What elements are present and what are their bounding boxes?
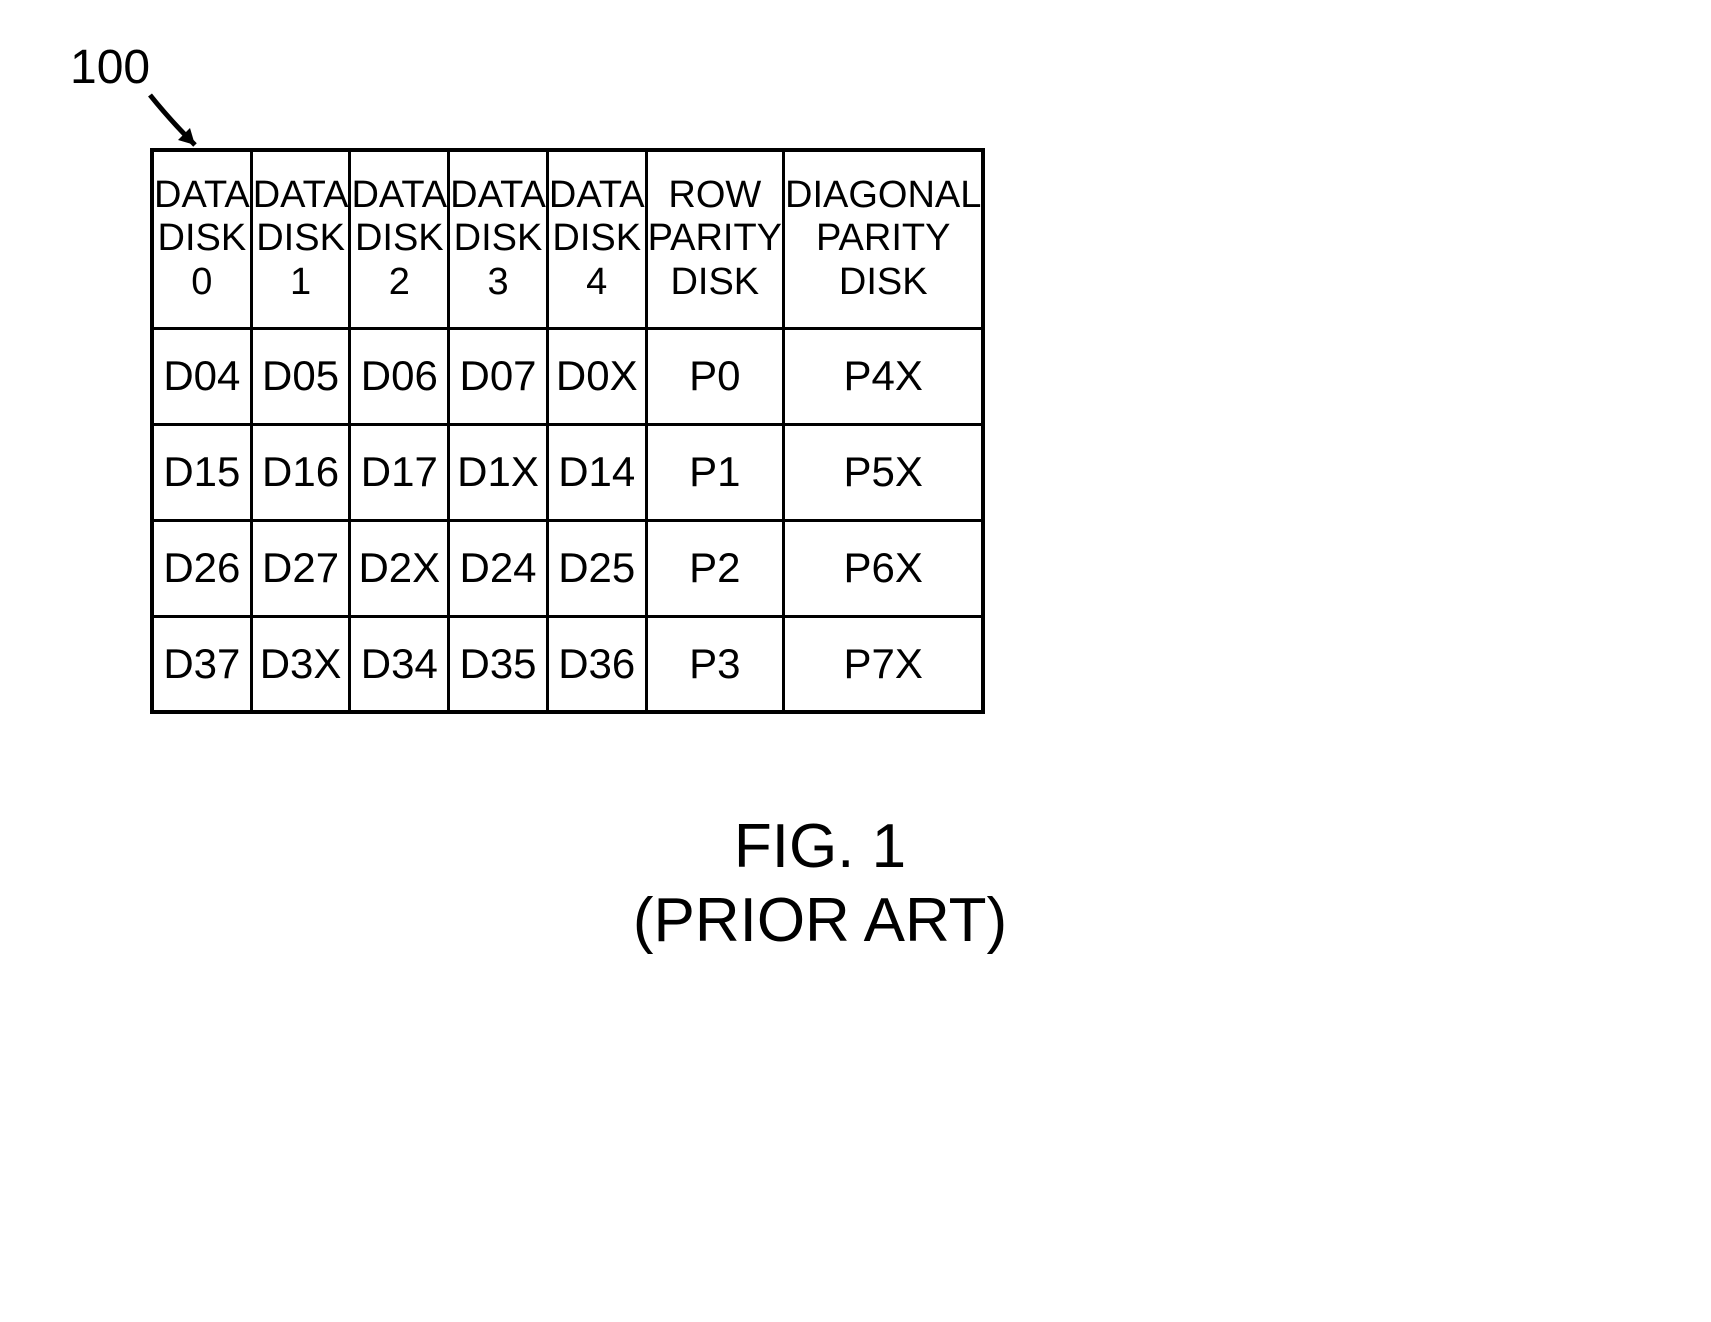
col-header-data-disk-0: DATA DISK 0 bbox=[152, 150, 251, 328]
header-line: DISK bbox=[256, 217, 345, 259]
table-cell: D24 bbox=[449, 520, 548, 616]
header-line: 1 bbox=[290, 261, 311, 303]
table-cell: D27 bbox=[251, 520, 350, 616]
table-cell: P4X bbox=[784, 328, 984, 424]
reference-number: 100 bbox=[70, 40, 150, 95]
col-header-data-disk-3: DATA DISK 3 bbox=[449, 150, 548, 328]
table-cell: P1 bbox=[646, 424, 783, 520]
table-cell: D16 bbox=[251, 424, 350, 520]
header-line: 4 bbox=[586, 261, 607, 303]
table-cell: D37 bbox=[152, 616, 251, 712]
table-cell: P3 bbox=[646, 616, 783, 712]
table-cell: D0X bbox=[547, 328, 646, 424]
table-row: D26 D27 D2X D24 D25 P2 P6X bbox=[152, 520, 983, 616]
col-header-data-disk-2: DATA DISK 2 bbox=[350, 150, 449, 328]
table-cell: D07 bbox=[449, 328, 548, 424]
header-line: DISK bbox=[355, 217, 444, 259]
table-row: D15 D16 D17 D1X D14 P1 P5X bbox=[152, 424, 983, 520]
table-cell: D2X bbox=[350, 520, 449, 616]
col-header-data-disk-1: DATA DISK 1 bbox=[251, 150, 350, 328]
table-cell: D04 bbox=[152, 328, 251, 424]
table-cell: D3X bbox=[251, 616, 350, 712]
table-cell: D14 bbox=[547, 424, 646, 520]
header-line: ROW bbox=[668, 174, 761, 216]
table-cell: P7X bbox=[784, 616, 984, 712]
figure-caption: FIG. 1 (PRIOR ART) bbox=[70, 810, 1570, 959]
table-cell: D35 bbox=[449, 616, 548, 712]
table-cell: P6X bbox=[784, 520, 984, 616]
header-line: DATA bbox=[253, 174, 349, 216]
table-cell: D05 bbox=[251, 328, 350, 424]
table-row: D37 D3X D34 D35 D36 P3 P7X bbox=[152, 616, 983, 712]
table-cell: D36 bbox=[547, 616, 646, 712]
table-row: D04 D05 D06 D07 D0X P0 P4X bbox=[152, 328, 983, 424]
caption-line-1: FIG. 1 bbox=[734, 812, 906, 881]
table-cell: D15 bbox=[152, 424, 251, 520]
col-header-data-disk-4: DATA DISK 4 bbox=[547, 150, 646, 328]
table-cell: P0 bbox=[646, 328, 783, 424]
table-body: D04 D05 D06 D07 D0X P0 P4X D15 D16 D17 D… bbox=[152, 328, 983, 712]
header-line: DISK bbox=[158, 217, 247, 259]
header-line: DATA bbox=[351, 174, 447, 216]
table-cell: D34 bbox=[350, 616, 449, 712]
col-header-diagonal-parity: DIAGONAL PARITY DISK bbox=[784, 150, 984, 328]
header-line: DATA bbox=[549, 174, 645, 216]
col-header-row-parity: ROW PARITY DISK bbox=[646, 150, 783, 328]
table-cell: D25 bbox=[547, 520, 646, 616]
caption-line-2: (PRIOR ART) bbox=[633, 886, 1007, 955]
table-cell: D1X bbox=[449, 424, 548, 520]
header-line: DISK bbox=[839, 261, 928, 303]
table-cell: D06 bbox=[350, 328, 449, 424]
header-row: DATA DISK 0 DATA DISK 1 DATA DISK 2 bbox=[152, 150, 983, 328]
header-line: DISK bbox=[670, 261, 759, 303]
header-line: 3 bbox=[487, 261, 508, 303]
header-line: PARITY bbox=[816, 217, 950, 259]
header-line: 0 bbox=[191, 261, 212, 303]
header-line: 2 bbox=[389, 261, 410, 303]
table-header: DATA DISK 0 DATA DISK 1 DATA DISK 2 bbox=[152, 150, 983, 328]
header-line: DISK bbox=[552, 217, 641, 259]
table-cell: P2 bbox=[646, 520, 783, 616]
table-cell: D17 bbox=[350, 424, 449, 520]
table-wrapper: DATA DISK 0 DATA DISK 1 DATA DISK 2 bbox=[150, 148, 985, 714]
table-cell: P5X bbox=[784, 424, 984, 520]
header-line: DISK bbox=[454, 217, 543, 259]
parity-table: DATA DISK 0 DATA DISK 1 DATA DISK 2 bbox=[150, 148, 985, 714]
header-line: DATA bbox=[450, 174, 546, 216]
header-line: DATA bbox=[154, 174, 250, 216]
header-line: PARITY bbox=[648, 217, 782, 259]
table-cell: D26 bbox=[152, 520, 251, 616]
header-line: DIAGONAL bbox=[785, 174, 981, 216]
